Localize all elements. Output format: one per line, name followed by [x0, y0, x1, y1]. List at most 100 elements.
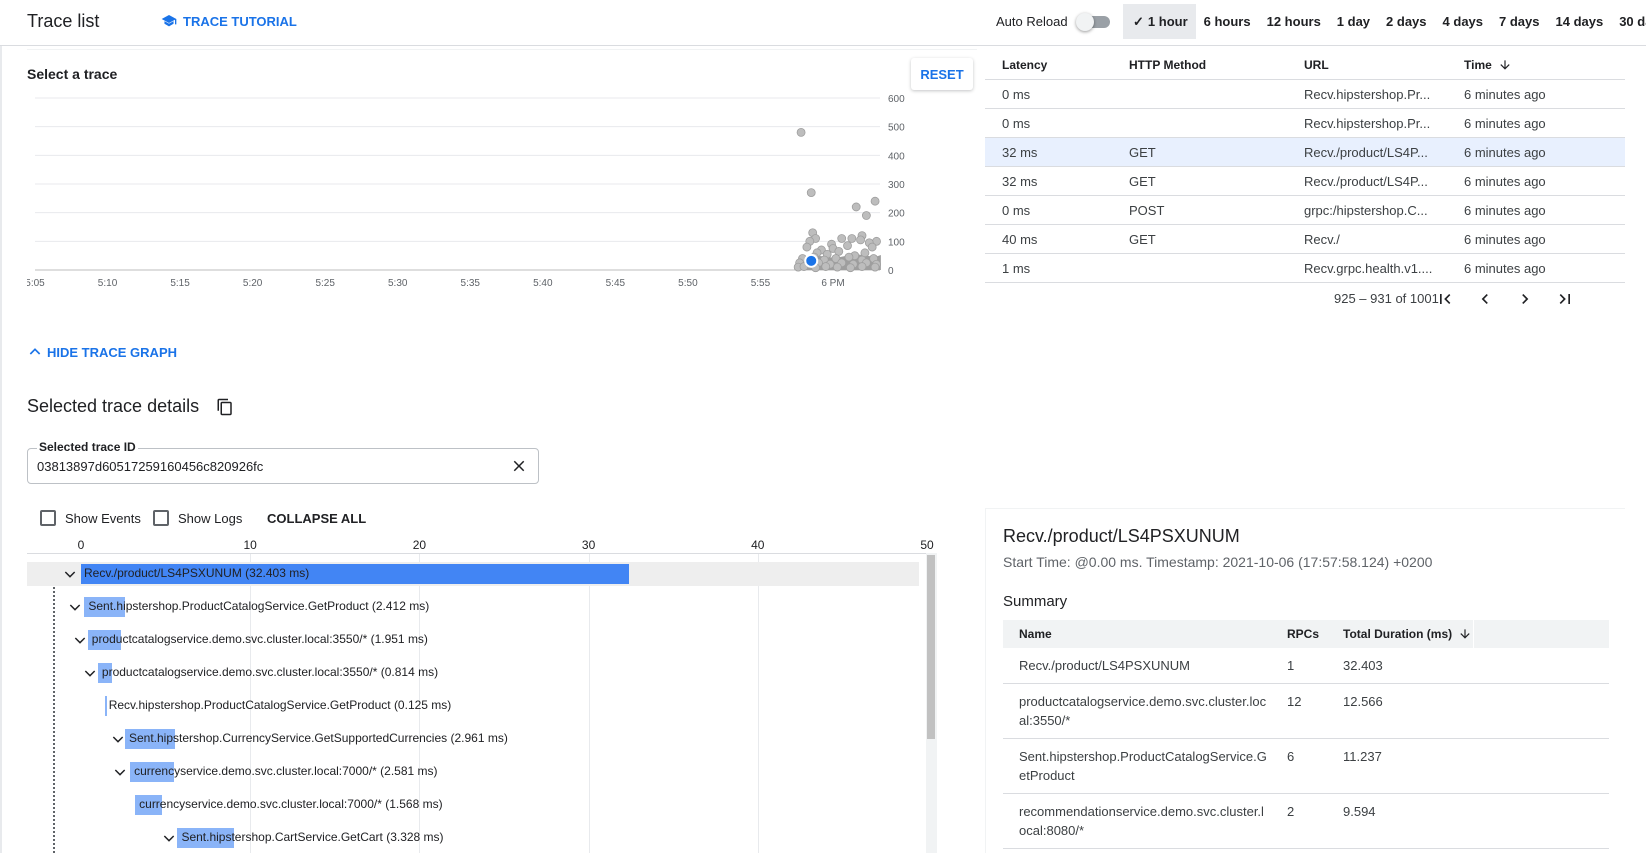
- chevron-down-icon[interactable]: [72, 632, 88, 648]
- span-label: productcatalogservice.demo.svc.cluster.l…: [91, 632, 428, 646]
- trace-point[interactable]: [806, 188, 816, 197]
- span-row[interactable]: currencyservice.demo.svc.cluster.local:7…: [27, 793, 919, 817]
- reset-button[interactable]: RESET: [911, 58, 973, 90]
- trace-row[interactable]: 0 ms Recv.hipstershop.Pr... 6 minutes ago: [985, 80, 1625, 109]
- chevron-down-icon[interactable]: [82, 665, 98, 681]
- range-option[interactable]: 4 days: [1435, 4, 1491, 39]
- summary-col-rpcs[interactable]: RPCs: [1287, 626, 1320, 641]
- range-option[interactable]: 1 day: [1329, 4, 1378, 39]
- range-option[interactable]: 14 days: [1548, 4, 1612, 39]
- summary-col-name[interactable]: Name: [1019, 626, 1052, 641]
- trace-point[interactable]: [851, 202, 861, 212]
- trace-point[interactable]: [857, 262, 867, 271]
- col-latency[interactable]: Latency: [1002, 57, 1048, 72]
- trace-id-value[interactable]: 03813897d60517259160456c820926fc: [37, 459, 264, 474]
- trace-point[interactable]: [870, 262, 880, 272]
- range-option[interactable]: 12 hours: [1259, 4, 1329, 39]
- summary-row[interactable]: adservice.demo.svc.cluster.local:9555/*2…: [1003, 849, 1609, 853]
- col-http-method[interactable]: HTTP Method: [1129, 57, 1207, 72]
- summary-col-duration[interactable]: Total Duration (ms): [1343, 620, 1474, 648]
- range-option-label: 30 days: [1619, 14, 1646, 29]
- trace-point[interactable]: [846, 263, 855, 273]
- chevron-down-icon[interactable]: [161, 830, 177, 846]
- last-page-button[interactable]: [1553, 287, 1577, 311]
- pagination: 925 – 931 of 1001: [985, 285, 1625, 315]
- span-row[interactable]: productcatalogservice.demo.svc.cluster.l…: [27, 661, 919, 685]
- trace-point[interactable]: [843, 241, 852, 251]
- trace-row[interactable]: 0 ms Recv.hipstershop.Pr... 6 minutes ago: [985, 109, 1625, 138]
- range-option[interactable]: 7 days: [1491, 4, 1547, 39]
- range-option[interactable]: 6 hours: [1196, 4, 1259, 39]
- col-time[interactable]: Time: [1464, 58, 1624, 72]
- selected-trace-point[interactable]: [804, 253, 819, 268]
- summary-row[interactable]: Recv./product/LS4PSXUNUM 1 32.403: [1003, 648, 1609, 684]
- trace-point[interactable]: [847, 234, 857, 243]
- trace-point[interactable]: [802, 242, 812, 252]
- span-bar[interactable]: [130, 762, 174, 782]
- span-row[interactable]: Recv./product/LS4PSXUNUM (32.403 ms): [27, 562, 919, 586]
- close-icon[interactable]: [510, 457, 528, 475]
- trace-row[interactable]: 32 ms GET Recv./product/LS4P... 6 minutes a…: [985, 138, 1625, 167]
- hide-trace-graph-button[interactable]: HIDE TRACE GRAPH: [27, 344, 177, 360]
- span-bar[interactable]: [87, 630, 121, 650]
- trace-tutorial-link[interactable]: TRACE TUTORIAL: [161, 13, 297, 29]
- span-bar[interactable]: [81, 564, 630, 584]
- summary-cell-duration: 9.095: [1343, 849, 1609, 853]
- chevron-down-icon[interactable]: [110, 731, 126, 747]
- trace-point[interactable]: [796, 128, 806, 137]
- selected-trace-details-heading: Selected trace details: [27, 396, 200, 416]
- trace-id-field[interactable]: 03813897d60517259160456c820926fc: [27, 448, 539, 484]
- span-label: Sent.hipstershop.CartService.GetCart (3.…: [181, 830, 444, 844]
- trace-scatter-chart[interactable]: 0 100 200 300 400 500 600 5:05 5:10 5:15 5:20 5:25 5…: [27, 92, 947, 302]
- range-option[interactable]: 2 days: [1378, 4, 1434, 39]
- summary-row[interactable]: recommendationservice.demo.svc.cluster.l…: [1003, 794, 1609, 849]
- span-row[interactable]: Sent.hipstershop.CurrencyService.GetSupp…: [27, 727, 919, 751]
- span-bar[interactable]: [124, 729, 176, 749]
- waterfall-scrollbar-thumb[interactable]: [927, 555, 935, 739]
- range-option[interactable]: 30 days: [1611, 4, 1646, 39]
- trace-point[interactable]: [832, 262, 842, 272]
- span-bar[interactable]: [84, 597, 126, 617]
- span-label: Recv./product/LS4PSXUNUM (32.403 ms): [84, 566, 310, 580]
- next-page-button[interactable]: [1513, 287, 1537, 311]
- trace-point[interactable]: [831, 254, 841, 263]
- trace-row[interactable]: 1 ms Recv.grpc.health.v1.... 6 minutes ago: [985, 254, 1625, 283]
- trace-point[interactable]: [861, 211, 871, 220]
- trace-point[interactable]: [856, 235, 865, 245]
- col-url[interactable]: URL: [1304, 57, 1329, 72]
- copy-icon[interactable]: [216, 398, 234, 416]
- chevron-down-icon[interactable]: [62, 566, 78, 582]
- chevron-down-icon[interactable]: [112, 764, 128, 780]
- show-events-label: Show Events: [65, 510, 141, 526]
- span-bar[interactable]: [104, 696, 107, 716]
- y-tick-label: 0: [888, 266, 894, 277]
- span-bar[interactable]: [177, 828, 234, 848]
- span-row[interactable]: Sent.hipstershop.CartService.GetCart (3.…: [27, 826, 919, 850]
- trace-point[interactable]: [821, 262, 831, 271]
- summary-row[interactable]: productcatalogservice.demo.svc.cluster.l…: [1003, 684, 1609, 739]
- trace-point[interactable]: [844, 252, 854, 262]
- show-events-checkbox[interactable]: Show Events: [40, 510, 141, 526]
- previous-page-button[interactable]: [1473, 287, 1497, 311]
- span-row[interactable]: currencyservice.demo.svc.cluster.local:7…: [27, 760, 919, 784]
- cell-time: 6 minutes ago: [1464, 86, 1546, 102]
- chevron-down-icon[interactable]: [67, 599, 83, 615]
- trace-row[interactable]: 40 ms GET Recv./ 6 minutes ago: [985, 225, 1625, 254]
- summary-row[interactable]: Sent.hipstershop.ProductCatalogService.G…: [1003, 739, 1609, 794]
- first-page-button[interactable]: [1433, 287, 1457, 311]
- span-row[interactable]: Recv.hipstershop.ProductCatalogService.G…: [27, 694, 919, 718]
- trace-point[interactable]: [837, 234, 847, 243]
- span-bar[interactable]: [97, 663, 112, 683]
- range-option[interactable]: ✓ 1 hour: [1123, 4, 1196, 39]
- trace-row[interactable]: 0 ms POST grpc:/hipstershop.C... 6 minutes …: [985, 196, 1625, 225]
- trace-point[interactable]: [870, 196, 880, 206]
- span-row[interactable]: Sent.hipstershop.ProductCatalogService.G…: [27, 595, 919, 619]
- show-logs-checkbox[interactable]: Show Logs: [153, 510, 242, 526]
- collapse-all-button[interactable]: COLLAPSE ALL: [267, 511, 367, 526]
- trace-point[interactable]: [867, 242, 877, 252]
- auto-reload-toggle[interactable]: [1076, 13, 1112, 31]
- span-row[interactable]: productcatalogservice.demo.svc.cluster.l…: [27, 628, 919, 652]
- trace-row[interactable]: 32 ms GET Recv./product/LS4P... 6 minutes a…: [985, 167, 1625, 196]
- span-bar[interactable]: [135, 795, 162, 815]
- span-details-card: Recv./product/LS4PSXUNUM Start Time: @0.…: [985, 508, 1625, 853]
